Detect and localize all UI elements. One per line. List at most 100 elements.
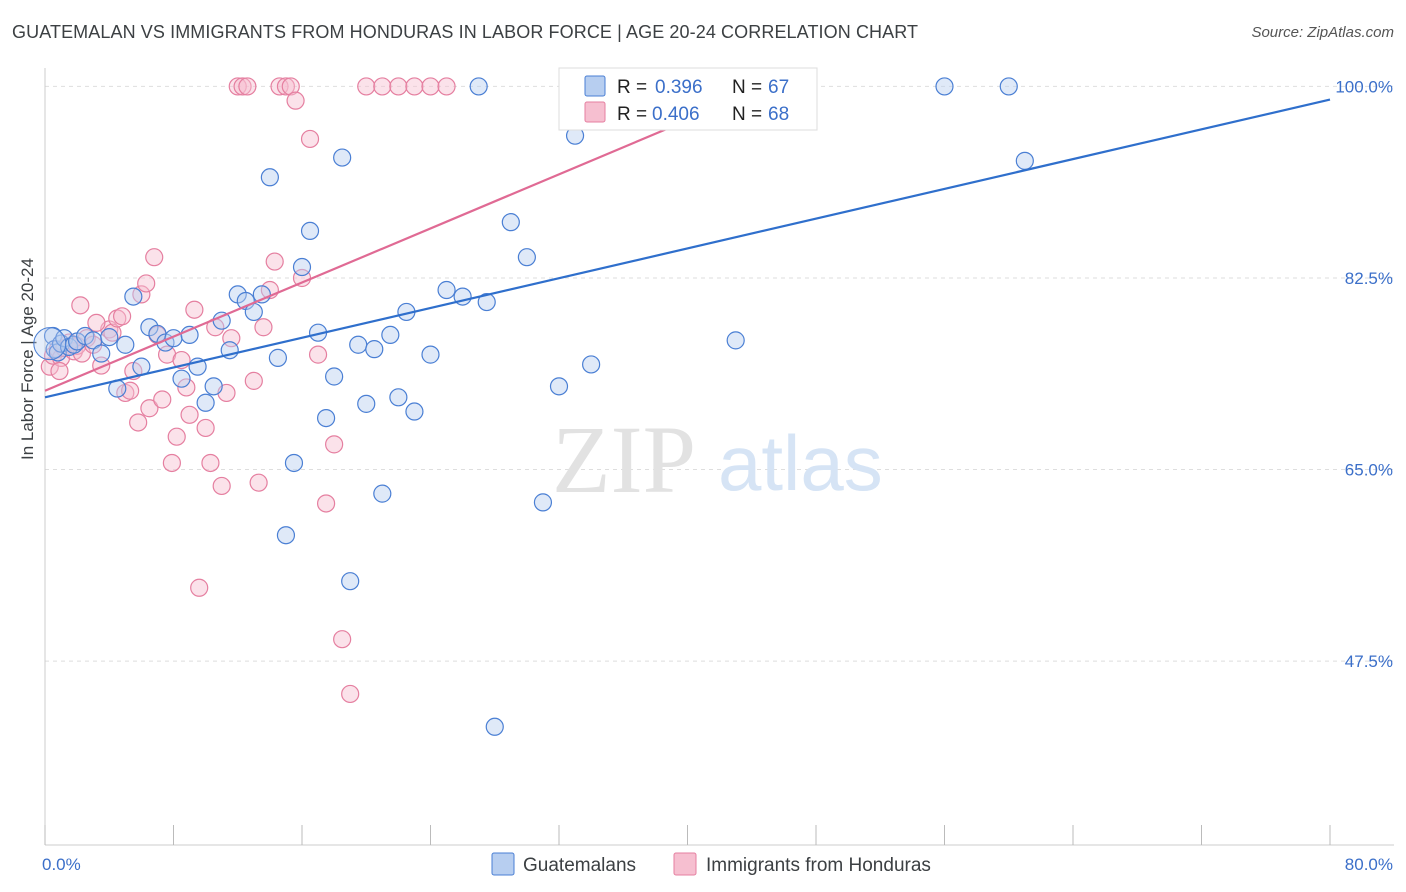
data-point (185, 300, 204, 319)
data-point (389, 388, 408, 407)
gridlines (45, 85, 1394, 662)
source-label: Source: ZipAtlas.com (1251, 24, 1394, 41)
data-point (365, 340, 384, 359)
axes (44, 68, 1394, 846)
y-tick-labels: 100.0% 82.5% 65.0% 47.5% (1335, 77, 1393, 671)
data-point (437, 280, 456, 300)
data-point (244, 371, 263, 390)
legend-blue-r-label: R = (617, 77, 647, 98)
data-point (373, 484, 392, 503)
legend-blue-n-value: 67 (768, 77, 789, 98)
bottom-legend-swatch-blue (491, 852, 515, 876)
data-point (116, 335, 135, 354)
data-point (177, 378, 196, 397)
data-point (300, 221, 320, 241)
data-point (533, 493, 553, 512)
data-point (517, 248, 536, 267)
trend-line-honduras (44, 85, 769, 392)
bottom-legend-swatch-pink (673, 852, 697, 876)
legend-blue-n-label: N = (732, 77, 762, 98)
data-point (389, 77, 408, 96)
data-point (71, 296, 90, 315)
data-point (92, 344, 111, 363)
legend-blue-r-value: 0.396 (655, 77, 703, 98)
x-tick-label: 0.0% (42, 855, 81, 874)
watermark: ZIP atlas (552, 406, 883, 513)
data-point (286, 91, 305, 110)
data-point (316, 408, 336, 428)
data-point (405, 77, 424, 96)
data-point (129, 413, 148, 432)
data-point (357, 77, 376, 96)
legend-pink-n-label: N = (732, 104, 762, 125)
y-tick-label: 47.5% (1345, 652, 1393, 671)
data-point (281, 77, 300, 96)
data-point (196, 418, 215, 438)
legend-pink-r-value: 0.406 (652, 104, 700, 125)
data-point (137, 274, 156, 293)
watermark-zip: ZIP (552, 406, 696, 513)
data-point (485, 717, 504, 736)
data-point (124, 287, 143, 306)
data-point (437, 77, 456, 96)
data-point (196, 393, 215, 412)
x-tick-label: 80.0% (1345, 855, 1393, 874)
data-point (100, 327, 119, 347)
data-point (726, 331, 745, 350)
data-point (260, 168, 279, 187)
data-point (373, 77, 392, 96)
y-tick-label: 65.0% (1345, 461, 1393, 480)
data-point (1015, 151, 1034, 170)
data-point (341, 684, 360, 704)
data-point (87, 313, 106, 332)
data-point (276, 526, 296, 545)
data-point (276, 77, 296, 96)
data-point (325, 435, 344, 454)
data-point (238, 77, 257, 96)
data-point (153, 390, 172, 409)
legend-swatch-blue (584, 75, 606, 97)
data-point (162, 453, 181, 473)
data-point (549, 377, 569, 396)
data-point (254, 318, 273, 337)
data-point (325, 367, 344, 386)
data-point (249, 473, 268, 492)
bottom-legend-label-pink: Immigrants from Honduras (706, 855, 931, 876)
y-tick-label: 82.5% (1345, 269, 1393, 288)
data-point (341, 572, 360, 591)
data-point (300, 129, 320, 149)
data-point (112, 307, 132, 326)
trend-lines (44, 85, 1331, 399)
data-point (935, 77, 954, 96)
data-point (268, 348, 288, 367)
legend-swatch-pink (584, 101, 606, 123)
data-point (204, 377, 223, 396)
data-point (316, 494, 336, 513)
data-point (167, 427, 186, 446)
data-point (582, 355, 601, 374)
data-point (284, 453, 304, 473)
data-point (228, 77, 247, 96)
stats-legend: R = 0.396 N = 67 R = 0.406 N = 68 (558, 67, 818, 131)
data-point (421, 77, 440, 96)
data-point (308, 345, 328, 364)
y-tick-label: 100.0% (1335, 77, 1393, 96)
legend-pink-r-label: R = (617, 104, 647, 125)
data-point (180, 405, 199, 424)
series-guatemalans-points (33, 77, 1034, 736)
legend-pink-n-value: 68 (768, 104, 789, 125)
data-point (477, 292, 496, 312)
data-point (265, 252, 284, 271)
data-point (357, 394, 376, 413)
data-point (172, 369, 191, 388)
watermark-atlas: atlas (718, 419, 883, 507)
data-point (405, 402, 424, 421)
data-point (212, 476, 231, 496)
series-legend: Guatemalans Immigrants from Honduras (491, 852, 931, 876)
data-point (292, 257, 312, 277)
data-point (349, 335, 368, 354)
data-point (999, 77, 1018, 96)
data-point-cluster (33, 327, 67, 361)
trend-line-guatemalans (44, 98, 1331, 399)
